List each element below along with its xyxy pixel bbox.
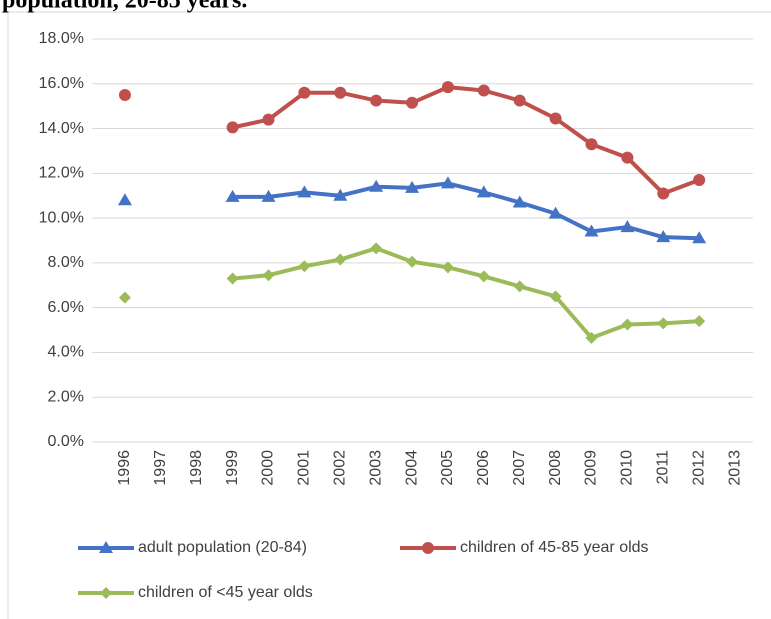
series-line (232, 246, 700, 340)
data-point (441, 81, 454, 94)
y-tick-label: 12.0% (39, 165, 84, 182)
x-tick-label: 2003 (367, 450, 384, 486)
data-point (117, 193, 132, 206)
data-point (333, 188, 348, 201)
series-line (232, 85, 700, 196)
data-point (297, 185, 312, 198)
legend-marker (422, 542, 434, 554)
data-point (261, 189, 276, 202)
legend-label: adult population (20-84) (138, 539, 307, 556)
y-tick-label: 16.0% (39, 75, 84, 92)
x-tick-label: 2009 (583, 450, 600, 486)
x-tick-label: 1996 (116, 450, 133, 486)
data-point (512, 195, 527, 208)
x-tick-label: 1998 (188, 450, 205, 486)
data-point (406, 96, 419, 109)
data-point (513, 94, 526, 107)
y-tick-label: 2.0% (48, 388, 84, 405)
data-point (584, 224, 599, 237)
data-point (692, 231, 707, 244)
x-tick-label: 2008 (547, 450, 564, 486)
data-point (548, 206, 563, 219)
data-point (118, 88, 131, 101)
legend-marker (99, 541, 113, 553)
y-tick-label: 0.0% (48, 433, 84, 450)
legend-label: children of <45 year olds (138, 584, 313, 601)
legend-marker (100, 587, 112, 599)
data-point (334, 253, 347, 266)
legend-label: children of 45-85 year olds (460, 539, 649, 556)
data-point (693, 174, 706, 187)
data-point (549, 290, 562, 303)
data-point (262, 269, 275, 282)
data-point (657, 317, 670, 330)
data-point (369, 179, 384, 192)
data-point (334, 86, 347, 99)
x-tick-label: 2011 (654, 450, 671, 485)
y-tick-label: 6.0% (48, 299, 84, 316)
x-tick-label: 2007 (511, 450, 528, 486)
data-point (298, 260, 311, 273)
data-point (440, 176, 455, 189)
data-point (226, 121, 239, 134)
data-point (657, 187, 670, 200)
x-tick-label: 1999 (224, 450, 241, 486)
series-line (232, 181, 700, 241)
data-point (621, 318, 634, 331)
data-point (621, 151, 634, 164)
data-point (477, 84, 490, 97)
data-point (656, 230, 671, 243)
x-tick-label: 2005 (439, 450, 456, 486)
x-tick-label: 1997 (152, 450, 169, 486)
x-tick-label: 2004 (403, 450, 420, 486)
y-tick-label: 18.0% (39, 30, 84, 47)
data-point (476, 185, 491, 198)
data-point (225, 189, 240, 202)
data-point (298, 86, 311, 99)
data-point (262, 113, 275, 126)
data-point (441, 261, 454, 274)
y-tick-label: 14.0% (39, 120, 84, 137)
x-tick-label: 2002 (331, 450, 348, 486)
data-point (226, 272, 239, 285)
y-tick-label: 10.0% (39, 209, 84, 226)
data-point (549, 112, 562, 125)
x-tick-label: 2012 (690, 450, 707, 486)
data-point (118, 291, 131, 304)
data-point (406, 255, 419, 268)
x-tick-label: 2013 (726, 450, 743, 486)
y-tick-label: 8.0% (48, 254, 84, 271)
data-point (513, 280, 526, 293)
data-point (585, 138, 598, 151)
data-point (370, 242, 383, 255)
data-point (405, 180, 420, 193)
x-tick-label: 2001 (296, 450, 313, 486)
data-point (693, 315, 706, 328)
x-tick-label: 2010 (619, 450, 636, 486)
data-point (585, 331, 598, 344)
data-point (370, 94, 383, 107)
data-point (620, 220, 635, 233)
x-tick-label: 2000 (260, 450, 277, 486)
chart-title: population, 20-85 years. (2, 0, 247, 14)
y-tick-label: 4.0% (48, 344, 84, 361)
x-tick-label: 2006 (475, 450, 492, 486)
data-point (477, 270, 490, 283)
